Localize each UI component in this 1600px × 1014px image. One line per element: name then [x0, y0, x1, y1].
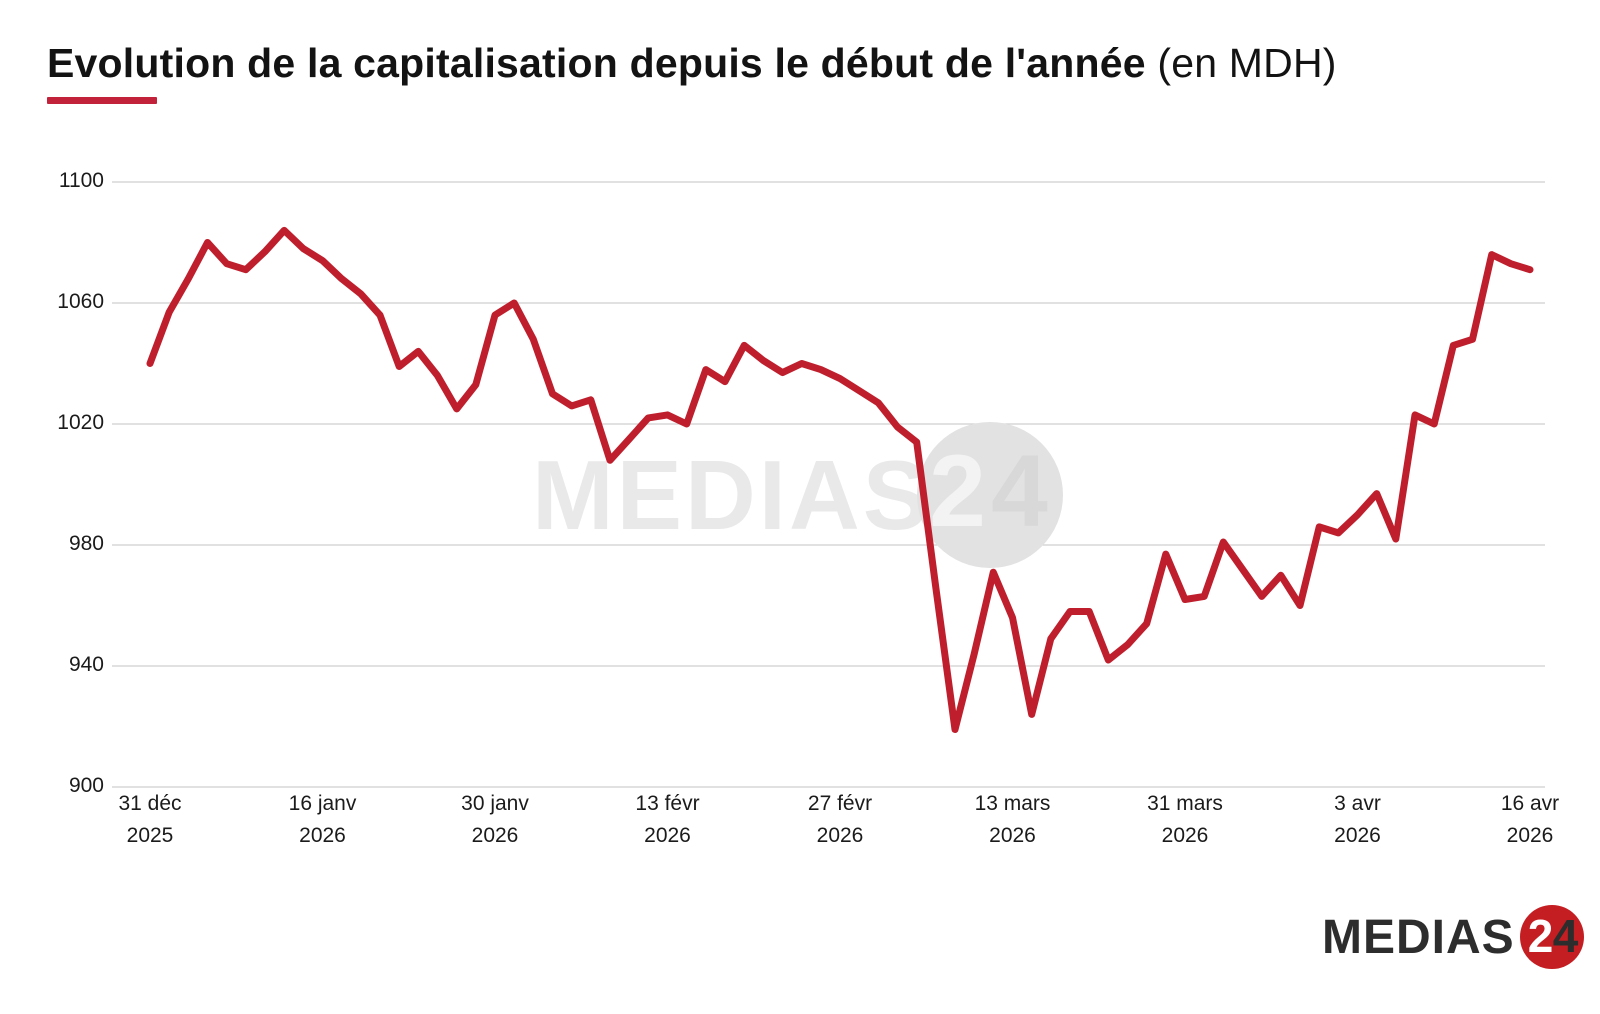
- x-tick-label: 2026: [989, 824, 1036, 847]
- page-title: Evolution de la capitalisation depuis le…: [47, 40, 1337, 87]
- x-tick-label: 31 déc: [118, 792, 182, 815]
- y-tick-label: 1100: [58, 169, 104, 192]
- x-tick-label: 2026: [816, 824, 864, 847]
- logo-digit-4: 4: [1552, 910, 1579, 963]
- y-tick-label: 1060: [57, 290, 104, 313]
- x-tick-label: 13 mars: [974, 792, 1051, 815]
- page-title-main: Evolution de la capitalisation depuis le…: [47, 40, 1158, 86]
- x-tick-label: 2026: [644, 824, 691, 847]
- x-tick-label: 2025: [126, 824, 174, 847]
- y-tick-label: 1020: [57, 411, 104, 434]
- y-tick-label: 900: [68, 774, 104, 797]
- x-tick-label: 2026: [471, 824, 519, 847]
- logo-digit-2: 2: [1527, 910, 1554, 963]
- x-tick-label: 2026: [299, 824, 346, 847]
- y-tick-label: 940: [68, 653, 104, 676]
- logo-circle-icon: 2 4: [1519, 900, 1593, 969]
- x-tick-label: 2026: [1506, 824, 1554, 847]
- x-tick-label: 16 janv: [288, 792, 357, 815]
- y-tick-label: 980: [68, 532, 104, 555]
- x-tick-label: 16 avr: [1500, 792, 1560, 815]
- x-tick-label: 3 avr: [1334, 792, 1381, 815]
- title-accent-bar: [47, 97, 157, 104]
- medias24-logo: MEDIAS 2 4: [1322, 900, 1593, 970]
- capitalisation-series: [146, 226, 1534, 733]
- logo-text: MEDIAS: [1322, 910, 1515, 964]
- x-tick-label: 13 févr: [635, 792, 700, 815]
- page-title-unit: (en MDH): [1157, 40, 1337, 86]
- x-tick-label: 27 févr: [807, 792, 873, 815]
- x-tick-label: 31 mars: [1147, 792, 1223, 815]
- x-tick-label: 30 janv: [461, 792, 529, 815]
- x-tick-label: 2026: [1161, 824, 1209, 847]
- x-tick-label: 2026: [1334, 824, 1381, 847]
